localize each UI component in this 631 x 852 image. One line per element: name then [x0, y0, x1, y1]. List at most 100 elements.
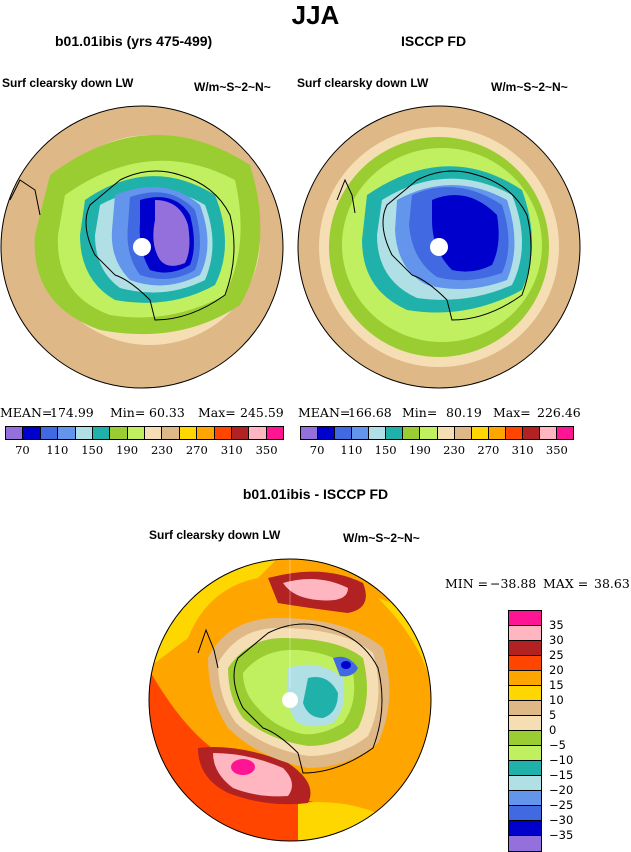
panel1-map: [0, 105, 284, 389]
panel2-min-label: Min=: [402, 405, 438, 420]
panel1-units: W/m~S~2~N~: [194, 80, 271, 94]
colorbar-swatch: [318, 427, 336, 439]
colorbar-swatch: [403, 427, 421, 439]
panel2-mean-label: MEAN=: [298, 405, 351, 420]
panel2-variable: Surf clearsky down LW: [297, 76, 429, 90]
colorbar-swatch: [179, 427, 198, 439]
colorbar-swatch: [509, 806, 541, 821]
colorbar-swatch: [509, 791, 541, 806]
colorbar-tick-label: 25: [549, 648, 564, 662]
colorbar-swatch: [488, 427, 506, 439]
panel1-min-label: Min=: [110, 405, 146, 420]
colorbar-swatch: [231, 427, 250, 439]
panel1-min-value: 60.33: [149, 405, 185, 420]
diff-min-value: −38.88: [490, 576, 537, 591]
diff-units: W/m~S~2~N~: [343, 531, 420, 545]
colorbar-swatch: [162, 427, 180, 439]
colorbar-swatch: [509, 836, 541, 851]
colorbar-tick-label: 350: [255, 443, 278, 457]
colorbar-swatch: [509, 731, 541, 746]
colorbar-swatch: [509, 761, 541, 776]
colorbar-tick-label: 230: [150, 443, 173, 457]
colorbar-swatch: [6, 427, 24, 439]
colorbar-swatch: [301, 427, 319, 439]
diff-max-value: 38.63: [594, 576, 630, 591]
colorbar-swatch: [110, 427, 128, 439]
diff-variable: Surf clearsky down LW: [149, 528, 281, 542]
colorbar-tick-label: 350: [545, 443, 568, 457]
colorbar-tick-label: −10: [549, 753, 574, 767]
colorbar-swatch: [509, 701, 541, 716]
colorbar-tick-label: 30: [549, 633, 564, 647]
panel1-title: b01.01ibis (yrs 475-499): [55, 33, 213, 49]
colorbar-swatch: [352, 427, 370, 439]
colorbar-swatch: [58, 427, 76, 439]
panel1-mean-label: MEAN=: [0, 405, 53, 420]
colorbar-tick-label: 270: [477, 443, 500, 457]
colorbar-tick-label: −35: [549, 828, 574, 842]
colorbar-tick-label: 15: [549, 678, 564, 692]
colorbar-tick-label: −15: [549, 768, 574, 782]
colorbar-swatch: [127, 427, 145, 439]
colorbar-swatch: [145, 427, 163, 439]
colorbar-tick-label: 35: [549, 618, 564, 632]
figure-title: JJA: [291, 0, 340, 30]
colorbar-swatch: [197, 427, 215, 439]
panel1-max-label: Max=: [198, 405, 236, 420]
colorbar-swatch: [509, 671, 541, 686]
colorbar-tick-label: −5: [549, 738, 566, 752]
diff-min-label: MIN =: [445, 576, 489, 591]
colorbar-tick-label: 10: [549, 693, 564, 707]
colorbar-swatch: [509, 611, 541, 626]
colorbar-tick-label: 20: [549, 663, 564, 677]
panel2-map: [297, 105, 581, 389]
colorbar-swatch: [420, 427, 438, 439]
panel2-mean-value: 166.68: [348, 405, 392, 420]
colorbar-swatch: [509, 656, 541, 671]
colorbar-swatch: [369, 427, 387, 439]
colorbar-tick-label: 230: [443, 443, 466, 457]
colorbar-tick-label: 190: [116, 443, 139, 457]
panel2-max-label: Max=: [493, 405, 531, 420]
colorbar-tick-label: 110: [46, 443, 69, 457]
colorbar-swatch: [40, 427, 59, 439]
colorbar-tick-label: 70: [15, 443, 30, 457]
colorbar-tick-label: 110: [340, 443, 363, 457]
colorbar-tick-label: −25: [549, 798, 574, 812]
panel1-mean-value: 174.99: [50, 405, 94, 420]
colorbar-swatch: [509, 641, 541, 656]
colorbar-swatch: [509, 776, 541, 791]
panel2-max-value: 226.46: [537, 405, 581, 420]
colorbar-swatch: [249, 427, 267, 439]
colorbar-swatch: [505, 427, 523, 439]
colorbar-swatch: [539, 427, 557, 439]
panel1-colorbar: [5, 426, 284, 440]
colorbar-swatch: [522, 427, 540, 439]
colorbar-swatch: [75, 427, 93, 439]
colorbar-tick-label: 310: [511, 443, 534, 457]
colorbar-tick-label: 5: [549, 708, 557, 722]
colorbar-swatch: [386, 427, 404, 439]
colorbar-swatch: [509, 716, 541, 731]
panel2-title: ISCCP FD: [401, 33, 467, 49]
colorbar-swatch: [23, 427, 41, 439]
panel1-variable: Surf clearsky down LW: [2, 76, 134, 90]
colorbar-tick-label: 310: [220, 443, 243, 457]
diff-map: [148, 558, 432, 842]
colorbar-swatch: [509, 746, 541, 761]
panel2-colorbar: [300, 426, 574, 440]
diff-title: b01.01ibis - ISCCP FD: [242, 486, 389, 502]
colorbar-tick-label: 70: [309, 443, 325, 457]
colorbar-swatch: [471, 427, 489, 439]
colorbar-tick-label: 150: [81, 443, 104, 457]
diff-colorbar: [508, 610, 542, 852]
colorbar-swatch: [214, 427, 232, 439]
panel1-max-value: 245.59: [240, 405, 284, 420]
colorbar-tick-label: 0: [549, 723, 557, 737]
diff-max-label: MAX =: [543, 576, 589, 591]
colorbar-swatch: [509, 821, 541, 836]
colorbar-tick-label: −30: [549, 813, 574, 827]
colorbar-tick-label: −20: [549, 783, 574, 797]
colorbar-tick-label: 150: [374, 443, 397, 457]
colorbar-swatch: [556, 427, 573, 439]
